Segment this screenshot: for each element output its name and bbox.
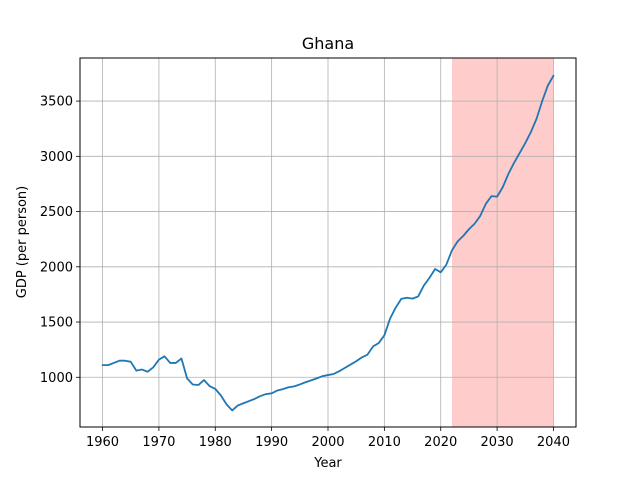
y-tick-label: 3500 — [40, 95, 73, 110]
grid-layer — [80, 58, 576, 427]
x-tick-label: 1980 — [199, 435, 232, 450]
y-tick-label: 3000 — [40, 150, 73, 165]
y-tick-label: 1000 — [40, 371, 73, 386]
y-tick-label: 1500 — [40, 316, 73, 331]
x-tick-label: 2030 — [481, 435, 514, 450]
x-tick-label: 2000 — [311, 435, 344, 450]
chart-title: Ghana — [302, 34, 354, 53]
x-tick-label: 2040 — [537, 435, 570, 450]
x-tick-label: 1970 — [142, 435, 175, 450]
x-tick-label: 1960 — [86, 435, 119, 450]
series-line — [101, 74, 555, 412]
x-tick-label: 2010 — [368, 435, 401, 450]
tick-layer: 1960 1970 1980 1990 2000 2010 2020 2030 2040 1000… — [40, 95, 570, 450]
y-tick-label: 2500 — [40, 205, 73, 220]
x-tick-label: 2020 — [424, 435, 457, 450]
y-axis-label: GDP (per person) — [15, 186, 30, 299]
y-tick-label: 2000 — [40, 260, 73, 275]
x-axis-label: Year — [313, 456, 342, 471]
x-tick-label: 1990 — [255, 435, 288, 450]
line-layer — [101, 74, 555, 412]
